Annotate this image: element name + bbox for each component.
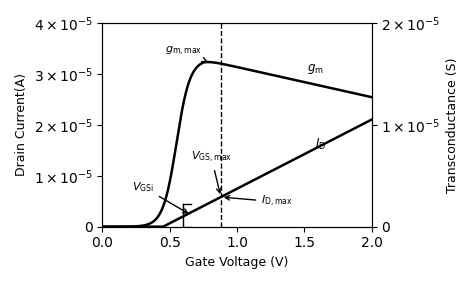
Text: $I_\mathrm{D,max}$: $I_\mathrm{D,max}$ [225, 194, 293, 210]
X-axis label: Gate Voltage (V): Gate Voltage (V) [185, 256, 289, 269]
Text: $g_\mathrm{m,max}$: $g_\mathrm{m,max}$ [165, 45, 207, 62]
Text: $g_\mathrm{m}$: $g_\mathrm{m}$ [307, 62, 324, 76]
Text: $V_\mathrm{GSi}$: $V_\mathrm{GSi}$ [132, 180, 188, 213]
Y-axis label: Drain Current(A): Drain Current(A) [15, 73, 28, 176]
Y-axis label: Transconductance (S): Transconductance (S) [446, 57, 459, 193]
Text: $I_\mathrm{D}$: $I_\mathrm{D}$ [315, 137, 326, 152]
Text: $V_\mathrm{GS,max}$: $V_\mathrm{GS,max}$ [191, 150, 232, 193]
